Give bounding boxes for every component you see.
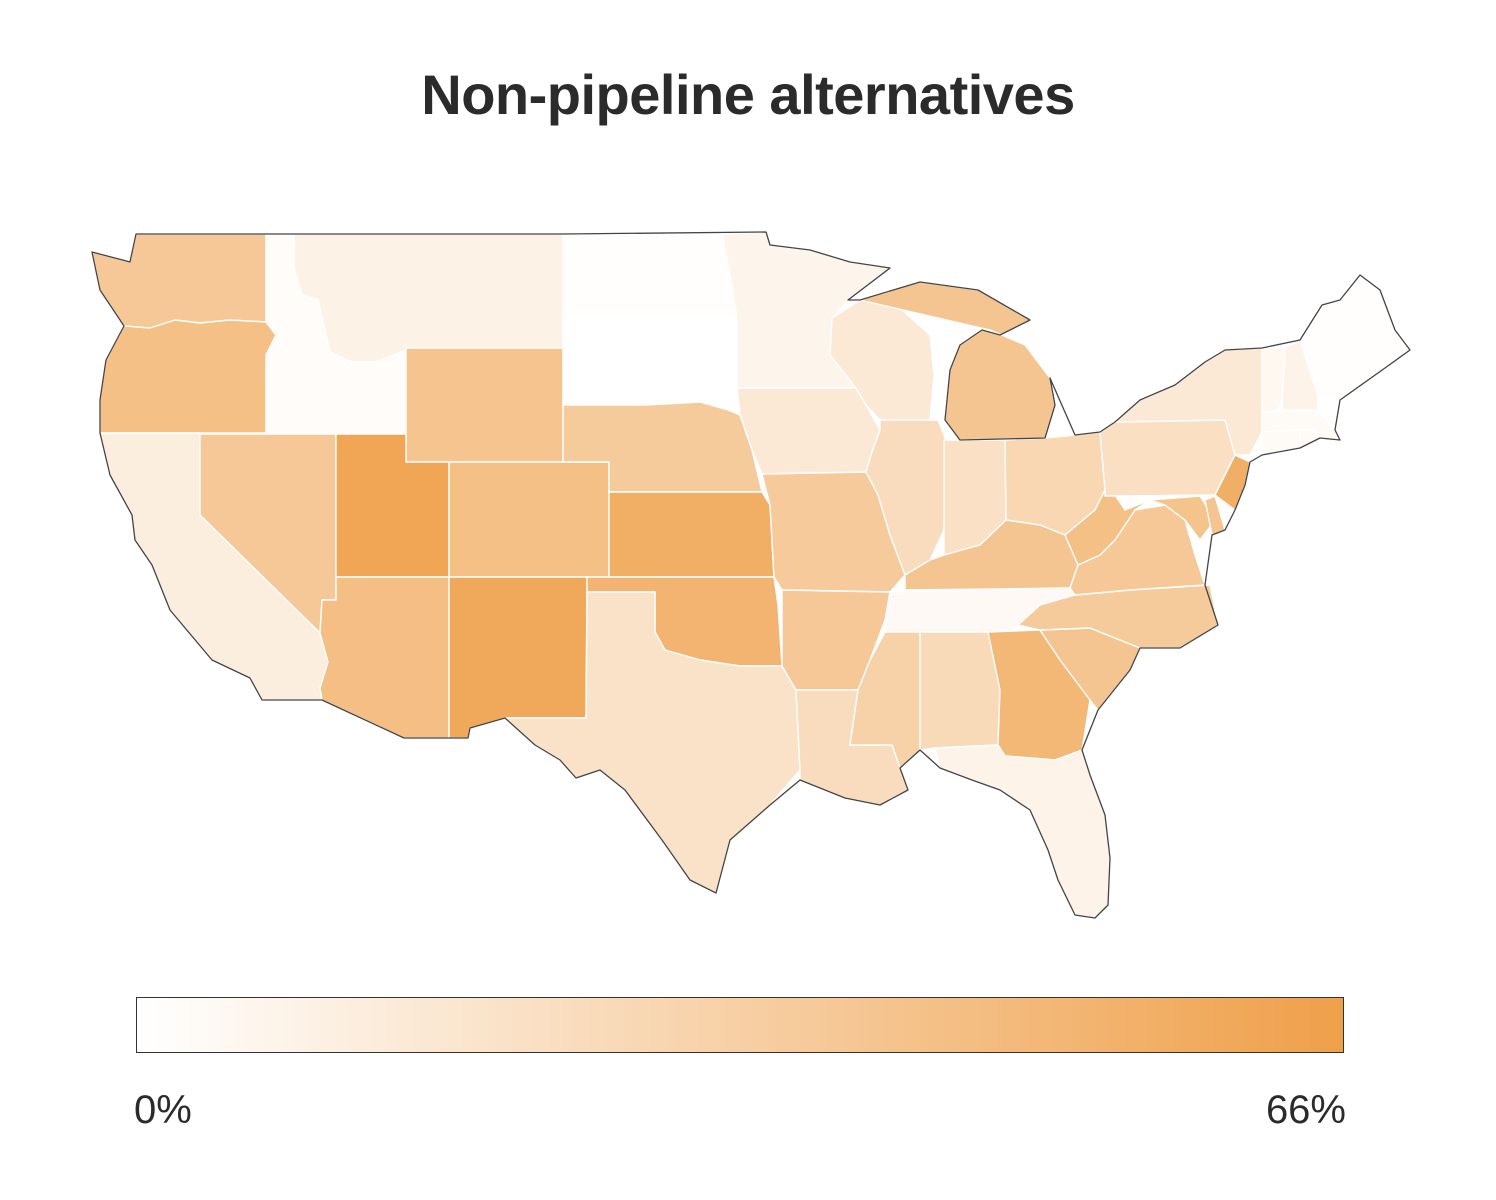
legend-max-label: 66%	[1265, 1088, 1346, 1132]
states-layer	[91, 231, 1411, 919]
color-scale-bar	[136, 997, 1344, 1053]
state-or[interactable]	[99, 319, 277, 434]
state-me[interactable]	[1299, 274, 1411, 401]
state-ks[interactable]	[608, 491, 775, 578]
state-pa[interactable]	[1099, 419, 1236, 497]
legend-min-label: 0%	[134, 1088, 192, 1132]
state-az[interactable]	[319, 576, 450, 739]
state-ia[interactable]	[736, 387, 881, 475]
state-wa[interactable]	[91, 233, 267, 329]
state-md[interactable]	[1149, 495, 1216, 541]
state-al[interactable]	[919, 631, 1001, 751]
state-il[interactable]	[865, 419, 947, 576]
state-nm[interactable]	[448, 576, 588, 739]
state-co[interactable]	[448, 461, 610, 578]
state-fl[interactable]	[934, 744, 1111, 919]
map-title: Non-pipeline alternatives	[421, 63, 1075, 126]
state-sd[interactable]	[562, 317, 741, 416]
state-vt[interactable]	[1261, 347, 1286, 413]
state-wy[interactable]	[405, 347, 564, 463]
us-border-outline	[91, 231, 1411, 919]
state-mt[interactable]	[293, 233, 564, 363]
state-nd[interactable]	[562, 233, 738, 319]
state-ri[interactable]	[1299, 429, 1316, 449]
